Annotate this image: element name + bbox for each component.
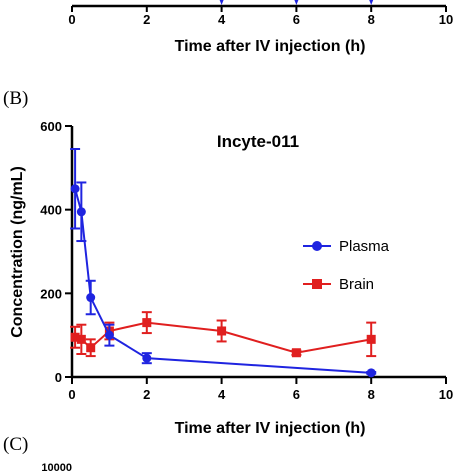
- legend-label-plasma: Plasma: [339, 238, 390, 255]
- b-y-tick-label: 600: [40, 119, 62, 134]
- b-x-tick-label: 8: [368, 387, 375, 402]
- top-panel-point: [219, 0, 224, 5]
- series-line-plasma: [74, 188, 372, 374]
- top-panel-x-ticks: 0 2 4 6 8 10: [68, 6, 453, 27]
- panel-b-series: [70, 148, 377, 378]
- panel-b-legend: Plasma Brain: [303, 238, 390, 293]
- b-x-tick-label: 0: [68, 387, 75, 402]
- data-point-plasma: [142, 353, 152, 363]
- legend-label-brain: Brain: [339, 276, 374, 293]
- data-point-plasma: [86, 293, 96, 303]
- panel-b-title: Incyte-011: [217, 132, 299, 151]
- b-y-tick-label: 400: [40, 203, 62, 218]
- b-x-tick-label: 4: [218, 387, 226, 402]
- top-panel-points: [219, 0, 374, 5]
- data-point-plasma: [104, 330, 114, 340]
- legend-marker-brain: [312, 279, 322, 289]
- data-point-brain: [217, 326, 227, 336]
- panel-b-y-ticks: 0 200 400 600: [40, 119, 72, 385]
- top-x-tick-label: 4: [218, 12, 226, 27]
- top-panel-point: [294, 0, 299, 5]
- top-x-tick-label: 8: [368, 12, 375, 27]
- data-point-brain: [366, 334, 376, 344]
- legend-marker-plasma: [312, 241, 322, 251]
- panel-b-x-ticks: 0 2 4 6 8 10: [68, 377, 453, 402]
- data-point-plasma: [366, 368, 376, 378]
- panel-b-y-label: Concentration (ng/mL): [9, 166, 26, 338]
- top-x-tick-label: 2: [143, 12, 150, 27]
- panel-b-x-label: Time after IV injection (h): [175, 420, 366, 437]
- data-point-brain: [142, 318, 152, 328]
- data-point-brain: [86, 343, 96, 353]
- data-point-brain: [70, 332, 80, 342]
- b-x-tick-label: 2: [143, 387, 150, 402]
- panel-c-letter: (C): [3, 434, 28, 455]
- top-panel: 0 2 4 6 8 10 Time after IV injection (h): [68, 0, 453, 55]
- top-x-tick-label: 10: [439, 12, 453, 27]
- top-x-tick-label: 0: [68, 12, 75, 27]
- top-x-tick-label: 6: [293, 12, 300, 27]
- b-x-tick-label: 10: [439, 387, 453, 402]
- data-point-brain: [76, 334, 86, 344]
- data-point-brain: [291, 348, 301, 358]
- top-panel-point: [369, 0, 374, 5]
- b-y-tick-label: 0: [55, 370, 62, 385]
- data-point-plasma: [70, 184, 80, 194]
- data-point-plasma: [76, 207, 86, 217]
- b-y-tick-label: 200: [40, 286, 62, 301]
- panel-b-chart: 0 200 400 600 0 2 4 6 8 10 Incyte-011 Time after…: [9, 119, 453, 437]
- panel-b-letter: (B): [3, 88, 28, 109]
- top-panel-x-label: Time after IV injection (h): [175, 38, 366, 55]
- panel-c-y-tick-top: 10000: [41, 462, 72, 474]
- b-x-tick-label: 6: [293, 387, 300, 402]
